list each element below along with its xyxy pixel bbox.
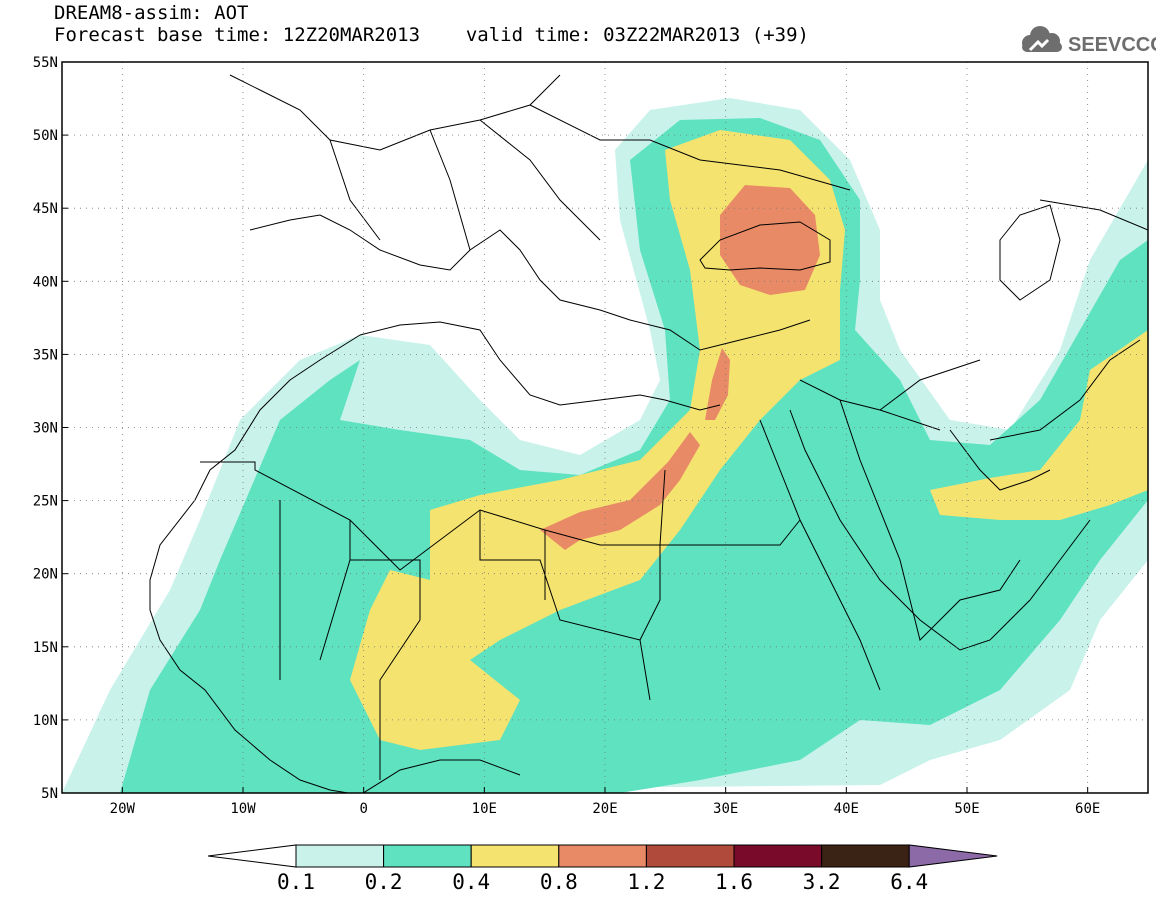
aot-band-0.4-gulf	[930, 330, 1148, 520]
lat-tick-label: 55N	[33, 55, 58, 71]
colorbar: 0.1 0.2 0.4 0.8 1.2 1.6 3.2 6.4	[207, 844, 998, 894]
coastline-west-africa	[149, 334, 521, 793]
lon-tick-label: 20W	[110, 801, 136, 817]
lon-tick-label: 10W	[230, 801, 256, 817]
lon-tick-label: 60E	[1075, 801, 1100, 817]
coastline-black-sea	[699, 221, 831, 271]
middle-east-borders	[799, 199, 1148, 641]
aot-band-0.8-black-sea	[720, 185, 820, 295]
lat-tick-label: 5N	[41, 786, 58, 802]
colorbar-segment-1.2	[645, 844, 735, 868]
coastline-red-sea	[759, 409, 1091, 691]
colorbar-segment-0.8	[558, 844, 647, 868]
lat-tick-label: 50N	[33, 128, 58, 144]
lat-tick-label: 30N	[33, 421, 58, 437]
colorbar-label: 6.4	[890, 870, 928, 894]
logo-text: SEEVCCC	[1068, 34, 1156, 56]
lon-tick-label: 40E	[834, 801, 859, 817]
lon-tick-label: 0	[359, 801, 367, 817]
colorbar-segment-0.2	[383, 844, 472, 868]
colorbar-label: 1.6	[715, 870, 753, 894]
colorbar-segment-3.2	[821, 844, 910, 868]
lat-tick-label: 15N	[33, 640, 58, 656]
colorbar-label: 1.2	[627, 870, 665, 894]
coastline-caspian	[999, 204, 1061, 301]
colorbar-segment-1.6	[733, 844, 823, 868]
country-borders	[149, 74, 1148, 793]
lon-tick-label: 10E	[472, 801, 497, 817]
lon-tick-label: 20E	[592, 801, 617, 817]
map-title: DREAM8-assim: AOT	[54, 2, 249, 24]
lat-tick-label: 45N	[33, 201, 58, 217]
lat-tick-label: 10N	[33, 713, 58, 729]
lat-tick-label: 40N	[33, 274, 58, 290]
lat-tick-label: 20N	[33, 567, 58, 583]
coastline-europe	[249, 214, 811, 351]
lon-tick-label: 30E	[713, 801, 738, 817]
cloud-icon	[1022, 26, 1062, 52]
colorbar-label: 0.1	[277, 870, 315, 894]
aot-band-0.8-libya	[540, 432, 700, 550]
colorbar-label: 0.4	[452, 870, 490, 894]
europe-borders	[329, 104, 851, 251]
lon-axis-labels: 20W 10W 0 10E 20E 30E 40E 50E 60E	[110, 787, 1100, 817]
lat-axis-labels: 55N 50N 45N 40N 35N 30N 25N 20N 15N 10N 5N	[33, 55, 68, 802]
coastline-north-africa	[359, 321, 721, 411]
map-time-info: Forecast base time: 12Z20MAR2013 valid t…	[54, 24, 809, 46]
colorbar-segment-0.4	[470, 844, 560, 868]
colorbar-label: 0.2	[365, 870, 403, 894]
africa-borders	[200, 461, 801, 780]
colorbar-label: 0.8	[540, 870, 578, 894]
valid-time: valid time: 03Z22MAR2013 (+39)	[465, 24, 809, 46]
colorbar-under-triangle	[207, 844, 297, 868]
colorbar-segment-0.1	[295, 844, 385, 868]
seevccc-logo: SEEVCCC	[1016, 24, 1165, 58]
lon-tick-label: 50E	[954, 801, 979, 817]
colorbar-over-triangle	[908, 844, 998, 868]
lat-tick-label: 35N	[33, 347, 58, 363]
forecast-base-time: Forecast base time: 12Z20MAR2013	[54, 24, 421, 46]
coastline-persian-gulf	[949, 339, 1141, 491]
lat-tick-label: 25N	[33, 494, 58, 510]
coastline-north-europe	[229, 74, 561, 151]
aot-band-0.4	[350, 130, 845, 750]
aot-band-0.8-corridor	[705, 348, 730, 420]
colorbar-label: 3.2	[803, 870, 841, 894]
aot-shading	[62, 98, 1148, 793]
grid-lines	[62, 62, 1148, 793]
